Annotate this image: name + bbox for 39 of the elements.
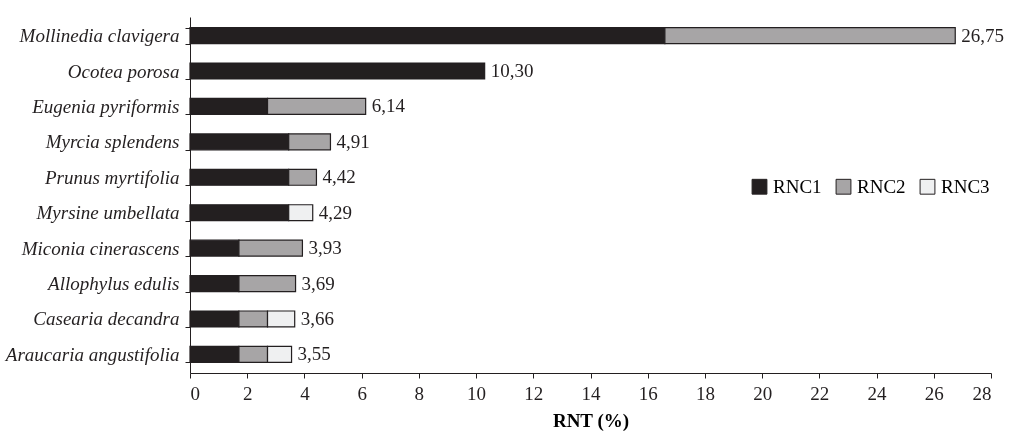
total-label: 26,75 [961,24,1004,46]
x-tick-label: 0 [190,382,200,404]
total-label: 3,66 [300,307,334,329]
y-tick-label: Miconia cinerascens [20,237,180,259]
x-tick-label: 2 [242,382,253,404]
x-tick-label: 10 [467,382,487,404]
x-tick-label: 22 [810,382,830,404]
total-label: 4,91 [336,130,370,152]
x-tick-label: 8 [414,382,425,404]
y-tick-label: Prunus myrtifolia [43,166,180,188]
y-tick-label: Myrsine umbellata [35,202,180,224]
y-tick-label: Allophylus edulis [46,273,180,295]
x-tick-label: 18 [695,382,715,404]
x-tick-label: 6 [357,382,367,404]
total-label: 3,93 [308,237,342,259]
x-tick-label: 28 [972,382,992,404]
y-tick-label: Casearia decandra [33,308,180,330]
y-tick-label: Mollinedia clavigera [18,25,180,47]
total-label: 10,30 [490,60,534,82]
x-tick-label: 20 [753,382,773,404]
x-tick-label: 4 [300,382,311,404]
legend-label: RNC1 [773,175,822,197]
y-tick-label: Eugenia pyriformis [31,95,180,117]
x-tick-label: 14 [581,382,601,404]
y-tick-label: Ocotea porosa [67,60,180,82]
total-label: 3,55 [297,343,331,365]
x-tick-label: 24 [867,382,888,404]
y-tick-label: Myrcia splendens [44,131,180,153]
total-label: 6,14 [371,95,406,117]
x-tick-label: 16 [638,382,658,404]
total-label: 4,42 [322,166,356,188]
total-label: 4,29 [318,201,352,223]
x-axis-title: RNT (%) [552,409,630,432]
legend-label: RNC2 [857,175,906,197]
x-tick-label: 26 [924,382,944,404]
legend-label: RNC3 [941,175,990,197]
y-tick-label: Araucaria angustifolia [3,343,180,365]
total-label: 3,69 [301,272,335,294]
x-tick-label: 12 [524,382,544,404]
